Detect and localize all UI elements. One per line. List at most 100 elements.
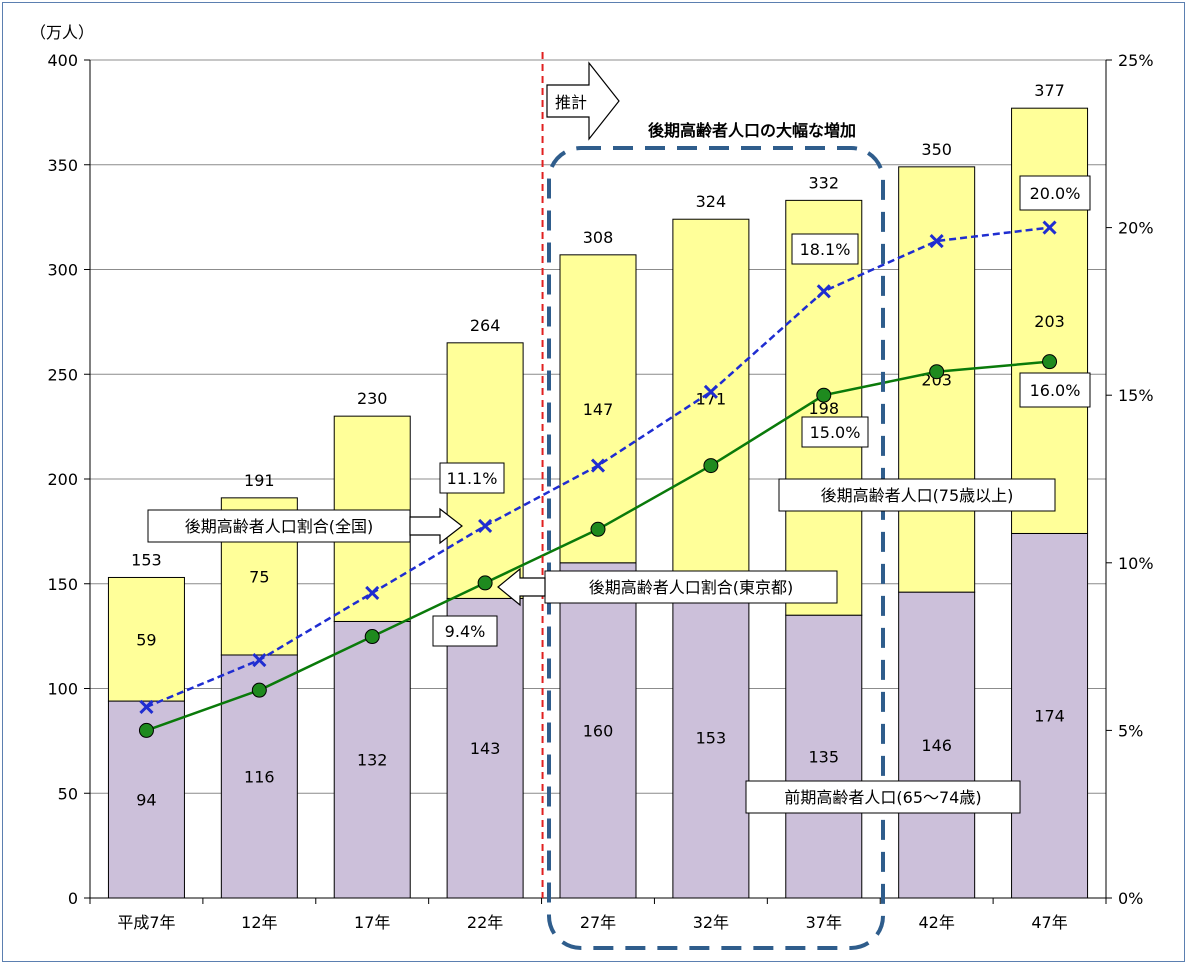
y-tick-label: 0 [68,889,78,908]
bar-early-elderly [333,620,411,899]
bar-early-elderly [898,591,976,899]
x-tick-label: 平成7年 [117,913,175,932]
marker-tokyo [816,387,832,403]
y2-tick-label: 5% [1118,721,1143,740]
callout-late-text: 後期高齢者人口(75歳以上) [821,486,1014,505]
y-tick-label: 50 [58,784,78,803]
bar-late-elderly [107,576,185,702]
marker-stroke [252,652,267,668]
marker-tokyo [590,521,606,537]
x-tick-label: 27年 [580,913,616,932]
annotations: 後期高齢者人口の大幅な増加 推計 11.1% 9.4% 18.1% 15.0% 20.0% 1… [147,52,1091,950]
y-tick-label: 100 [47,680,78,699]
bar-early-elderly [1011,532,1089,899]
callout-early-bg [745,780,1021,814]
y-tick-label: 250 [47,365,78,384]
y2-tick-label: 25% [1118,51,1154,70]
bars: 9459153116751911329823014312226416014730… [107,81,1089,899]
marker-national [1042,220,1057,235]
bar-early-elderly [446,597,524,899]
marker-stroke [139,699,154,714]
callout-national: 後期高齢者人口割合(全国) [147,509,411,543]
data-label-total: 324 [696,192,727,211]
data-label-early: 146 [921,736,952,755]
bar-late-elderly [559,254,637,564]
x-tick-label: 42年 [918,913,954,932]
pct-47-tokyo-bg [1019,372,1091,408]
bar-early-elderly [672,576,750,899]
marker-stroke [703,384,718,399]
y2-tick-label: 20% [1118,219,1154,238]
marker-national [252,652,267,668]
data-label-late: 198 [809,399,840,418]
data-label-total: 264 [470,316,501,335]
marker-tokyo [929,364,945,380]
pct-47-tokyo: 16.0% [1019,372,1091,408]
y-tick-label: 200 [47,470,78,489]
marker-tokyo [138,722,154,738]
callout-tokyo-bg [544,570,838,604]
pct-37-national: 18.1% [791,233,859,265]
pct-22-national-text: 11.1% [447,469,498,488]
bar-late-elderly [785,199,863,616]
y-tick-label: 400 [47,51,78,70]
projection-arrow [546,61,620,141]
data-label-late: 75 [249,567,269,586]
y-tick-label: 350 [47,156,78,175]
pct-47-national: 20.0% [1019,175,1091,211]
y2-tick-label: 0% [1118,889,1143,908]
x-tick-label: 47年 [1031,913,1067,932]
callout-national-bg [147,509,411,543]
x-tick-label: 37年 [806,913,842,932]
callout-early: 前期高齢者人口(65～74歳) [745,780,1021,814]
pct-37-national-bg [791,233,859,265]
marker-national [478,518,493,533]
pct-22-tokyo-text: 9.4% [445,622,486,641]
data-label-early: 143 [470,739,501,758]
bar-late-elderly [672,218,750,578]
marker-tokyo [477,575,493,591]
pct-22-national-bg [439,462,505,494]
bar-early-elderly [785,614,863,899]
marker-tokyo [703,458,719,474]
data-label-late: 203 [1034,312,1065,331]
line-series [138,220,1058,738]
callout-late-bg [778,478,1056,512]
marker-stroke [365,585,380,601]
data-label-late: 171 [696,389,727,408]
x-tick-label: 22年 [467,913,503,932]
marker-tokyo [251,682,267,698]
pct-37-tokyo: 15.0% [801,416,869,448]
data-label-total: 308 [583,228,614,247]
marker-stroke [1042,220,1057,235]
data-label-total: 377 [1034,81,1065,100]
callout-tokyo-arrow [497,567,546,607]
y-tick-label: 150 [47,575,78,594]
data-label-total: 153 [131,550,162,569]
data-label-early: 132 [357,751,388,770]
marker-national [139,699,154,714]
pct-22-tokyo: 9.4% [432,615,498,647]
callout-national-arrow [409,507,463,545]
callout-early-text: 前期高齢者人口(65～74歳) [784,788,981,807]
callout-late: 後期高齢者人口(75歳以上) [778,478,1056,512]
data-label-total: 230 [357,389,388,408]
pct-37-tokyo-bg [801,416,869,448]
pct-37-national-text: 18.1% [800,240,851,259]
y2-tick-label: 10% [1118,554,1154,573]
callout-national-text: 後期高齢者人口割合(全国) [185,517,374,536]
marker-stroke [929,233,944,249]
pct-47-national-bg [1019,175,1091,211]
marker-national [816,284,831,299]
marker-national [703,384,718,399]
pct-37-tokyo-text: 15.0% [810,423,861,442]
callout-tokyo-text: 後期高齢者人口割合(東京都) [589,578,794,597]
data-label-early: 153 [696,729,727,748]
data-label-late: 203 [921,370,952,389]
data-label-late: 147 [583,400,614,419]
data-label-early: 94 [136,791,156,810]
marker-national [590,458,606,473]
marker-stroke [478,518,493,533]
data-label-early: 116 [244,767,275,786]
highlight-box [547,146,885,950]
